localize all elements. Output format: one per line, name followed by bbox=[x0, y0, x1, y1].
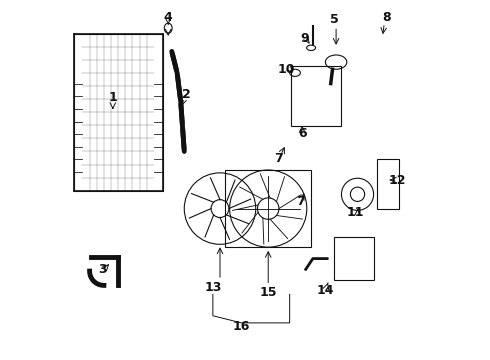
Text: 2: 2 bbox=[182, 88, 191, 101]
Text: 10: 10 bbox=[277, 63, 295, 76]
Text: 9: 9 bbox=[301, 32, 309, 45]
Text: 6: 6 bbox=[298, 127, 306, 140]
Text: 3: 3 bbox=[98, 263, 106, 276]
Text: 15: 15 bbox=[260, 286, 277, 299]
Text: 4: 4 bbox=[164, 11, 172, 24]
Text: 5: 5 bbox=[330, 13, 339, 26]
Text: 14: 14 bbox=[317, 284, 334, 297]
Text: 11: 11 bbox=[347, 206, 365, 219]
Text: 7: 7 bbox=[274, 152, 283, 165]
Text: 8: 8 bbox=[382, 11, 391, 24]
Text: 1: 1 bbox=[108, 91, 117, 104]
Text: 16: 16 bbox=[233, 320, 250, 333]
Text: 7: 7 bbox=[296, 195, 305, 208]
Text: 13: 13 bbox=[204, 281, 221, 294]
Text: 12: 12 bbox=[388, 174, 406, 186]
